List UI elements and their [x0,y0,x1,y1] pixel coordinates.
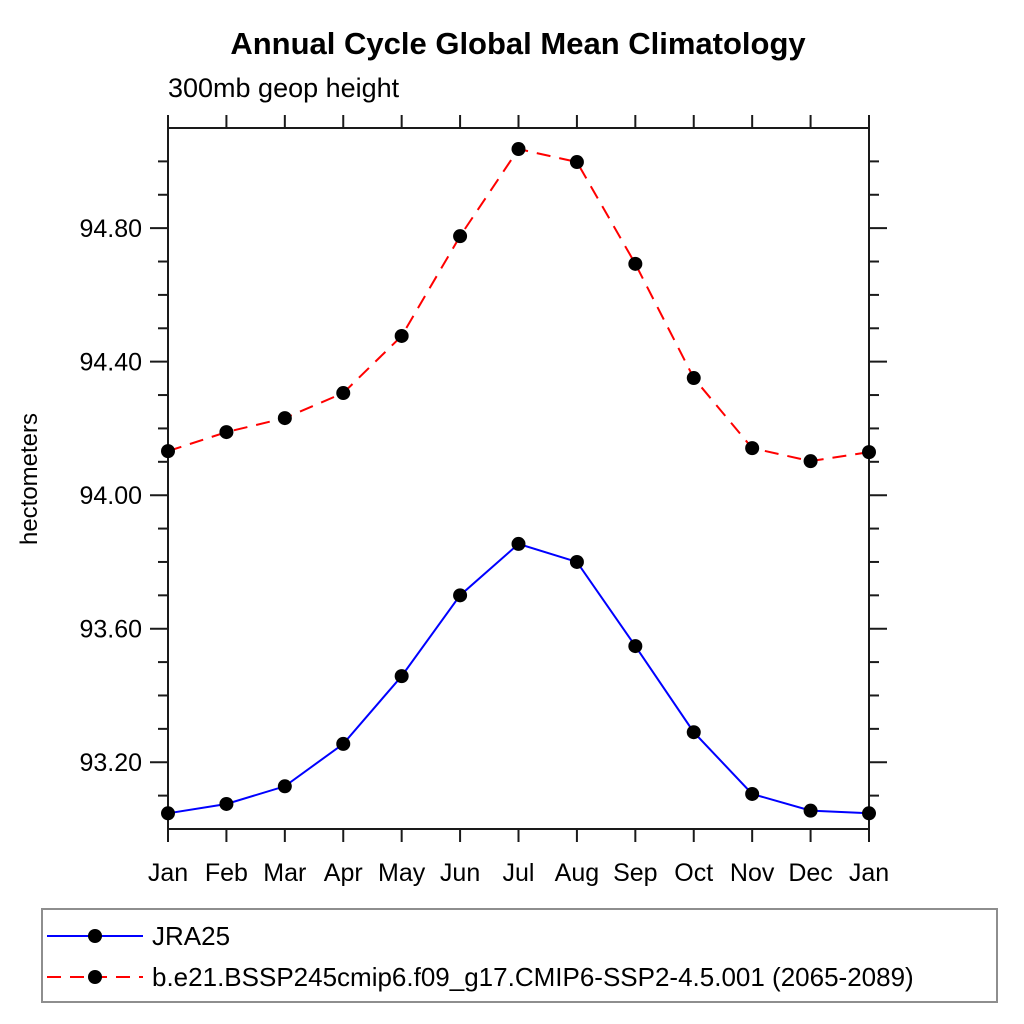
y-tick-label: 94.00 [79,482,142,510]
series-1-marker [336,386,351,401]
series-0-marker [394,669,409,684]
legend-box [41,908,998,1003]
x-tick-label: Jul [503,859,535,887]
series-0-marker [277,779,292,794]
series-1-marker [161,444,175,459]
series-group [161,142,876,821]
x-tick-label: Mar [263,859,306,887]
series-0-marker [219,796,234,811]
legend: JRA25 b.e21.BSSP245cmip6.f09_g17.CMIP6-SS… [41,908,998,1003]
series-0-marker [511,536,526,551]
y-tick-label: 93.20 [79,749,142,777]
series-0-marker [336,736,351,751]
y-axis-label: hectometers [16,413,43,545]
series-1-line [167,147,870,463]
series-1-marker [453,229,468,244]
series-0-marker [862,806,876,821]
series-0-marker [569,554,584,569]
series-1-marker [628,256,643,271]
plot-frame [167,127,870,830]
legend-entries: JRA25 b.e21.BSSP245cmip6.f09_g17.CMIP6-SS… [47,921,914,992]
y-tick-label: 93.60 [79,615,142,643]
legend-label: JRA25 [152,921,230,951]
x-tick-label: Nov [730,859,775,887]
series-0-marker [686,725,701,740]
legend-label: b.e21.BSSP245cmip6.f09_g17.CMIP6-SSP2-4.… [152,962,914,992]
series-1-marker [219,425,234,440]
series-1-marker [569,155,584,170]
series-1-marker [394,328,409,343]
x-tick-label: Feb [205,859,248,887]
chart-title: Annual Cycle Global Mean Climatology [230,26,806,61]
series-1-marker [862,445,876,460]
series-0-marker [453,588,468,603]
series-0-marker [745,786,760,801]
x-tick-label: Aug [555,859,599,887]
x-tick-label: May [378,859,426,887]
x-tick-label: Jan [849,859,889,887]
y-tick-label: 94.40 [79,348,142,376]
x-tick-label: Jan [148,859,188,887]
legend-marker [88,929,102,943]
y-tick-label: 94.80 [79,215,142,243]
series-0-line [167,542,870,815]
chart-subtitle: 300mb geop height [168,73,400,103]
series-0-marker [628,639,643,654]
series-1-marker [803,454,818,469]
legend-entry: JRA25 [47,921,230,951]
x-tick-label: Sep [613,859,657,887]
series-0-marker [803,803,818,818]
series-1-marker [511,142,526,157]
axes-group: Jan Feb Mar Apr May Jun Jul Aug Sep Oct Nov Dec Jan 9… [79,115,889,887]
x-tick-label: Oct [674,859,713,887]
legend-entry: b.e21.BSSP245cmip6.f09_g17.CMIP6-SSP2-4.… [47,962,914,992]
legend-marker [88,970,102,984]
series-1-marker [277,411,292,426]
x-tick-label: Dec [788,859,832,887]
series-1-marker [745,441,760,456]
series-0-marker [161,806,175,821]
x-tick-label: Jun [440,859,480,887]
series-1-marker [686,371,701,386]
x-tick-label: Apr [324,859,363,887]
